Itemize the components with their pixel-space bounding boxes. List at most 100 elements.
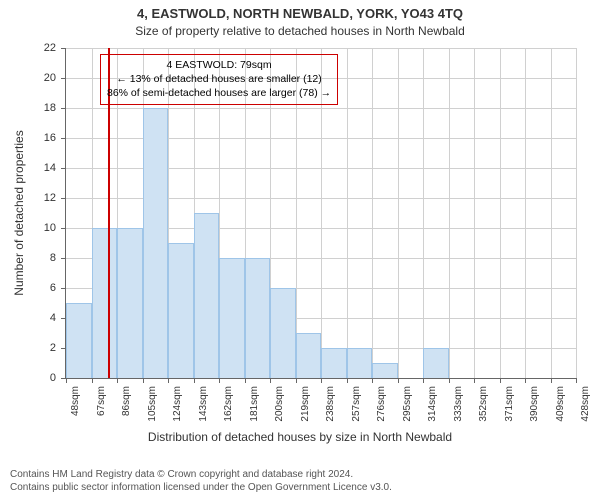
y-tick-label: 10 [26, 222, 56, 234]
annotation-box: 4 EASTWOLD: 79sqm← 13% of detached house… [100, 54, 338, 105]
x-tick-mark [398, 378, 399, 383]
x-tick-mark [92, 378, 93, 383]
grid-vertical [423, 48, 424, 378]
x-tick-label: 181sqm [249, 386, 260, 422]
x-tick-mark [219, 378, 220, 383]
x-tick-mark [500, 378, 501, 383]
y-tick-mark [61, 78, 66, 79]
x-tick-mark [576, 378, 577, 383]
x-tick-label: 295sqm [402, 386, 413, 422]
histogram-bar [372, 363, 398, 378]
x-tick-mark [449, 378, 450, 383]
footer-line2: Contains public sector information licen… [10, 481, 392, 494]
x-tick-label: 105sqm [147, 386, 158, 422]
y-tick-label: 12 [26, 192, 56, 204]
annotation-line3: 86% of semi-detached houses are larger (… [107, 86, 331, 100]
x-tick-mark [296, 378, 297, 383]
histogram-bar [143, 108, 169, 378]
histogram-bar [168, 243, 194, 378]
grid-vertical [398, 48, 399, 378]
x-tick-label: 238sqm [325, 386, 336, 422]
grid-vertical [525, 48, 526, 378]
y-tick-label: 6 [26, 282, 56, 294]
y-tick-label: 4 [26, 312, 56, 324]
y-tick-label: 16 [26, 132, 56, 144]
y-tick-mark [61, 108, 66, 109]
x-tick-label: 333sqm [453, 386, 464, 422]
chart-subtitle: Size of property relative to detached ho… [0, 24, 600, 38]
x-tick-label: 257sqm [351, 386, 362, 422]
x-tick-label: 219sqm [300, 386, 311, 422]
y-tick-mark [61, 198, 66, 199]
histogram-bar [296, 333, 322, 378]
x-tick-label: 67sqm [96, 386, 107, 416]
x-tick-label: 352sqm [478, 386, 489, 422]
grid-vertical [500, 48, 501, 378]
y-tick-label: 8 [26, 252, 56, 264]
grid-vertical [551, 48, 552, 378]
histogram-bar [423, 348, 449, 378]
x-tick-mark [194, 378, 195, 383]
x-tick-label: 276sqm [376, 386, 387, 422]
y-tick-label: 18 [26, 102, 56, 114]
x-tick-label: 371sqm [504, 386, 515, 422]
x-tick-label: 409sqm [555, 386, 566, 422]
plot-area: 024681012141618202248sqm67sqm86sqm105sqm… [65, 48, 576, 379]
chart-title-address: 4, EASTWOLD, NORTH NEWBALD, YORK, YO43 4… [0, 6, 600, 21]
x-tick-mark [551, 378, 552, 383]
histogram-bar [194, 213, 220, 378]
y-tick-label: 14 [26, 162, 56, 174]
x-tick-mark [372, 378, 373, 383]
x-tick-mark [66, 378, 67, 383]
x-tick-mark [117, 378, 118, 383]
y-tick-mark [61, 258, 66, 259]
chart-container: 4, EASTWOLD, NORTH NEWBALD, YORK, YO43 4… [0, 0, 600, 500]
grid-vertical [449, 48, 450, 378]
y-tick-mark [61, 48, 66, 49]
grid-vertical [576, 48, 577, 378]
grid-vertical [347, 48, 348, 378]
histogram-bar [347, 348, 373, 378]
annotation-line2: ← 13% of detached houses are smaller (12… [107, 72, 331, 86]
x-tick-label: 124sqm [172, 386, 183, 422]
y-tick-mark [61, 228, 66, 229]
histogram-bar [321, 348, 347, 378]
y-tick-mark [61, 288, 66, 289]
x-tick-label: 390sqm [529, 386, 540, 422]
x-tick-mark [245, 378, 246, 383]
footer-line1: Contains HM Land Registry data © Crown c… [10, 468, 392, 481]
x-tick-mark [423, 378, 424, 383]
histogram-bar [219, 258, 245, 378]
x-tick-label: 143sqm [198, 386, 209, 422]
grid-vertical [474, 48, 475, 378]
x-tick-mark [321, 378, 322, 383]
x-tick-mark [474, 378, 475, 383]
y-tick-mark [61, 168, 66, 169]
attribution-footer: Contains HM Land Registry data © Crown c… [10, 468, 392, 494]
x-tick-label: 428sqm [580, 386, 591, 422]
histogram-bar [117, 228, 143, 378]
y-tick-mark [61, 138, 66, 139]
histogram-bar [270, 288, 296, 378]
y-tick-label: 0 [26, 372, 56, 384]
histogram-bar [245, 258, 271, 378]
y-tick-label: 2 [26, 342, 56, 354]
y-axis-label: Number of detached properties [12, 130, 26, 295]
histogram-bar [66, 303, 92, 378]
grid-vertical [372, 48, 373, 378]
x-tick-mark [525, 378, 526, 383]
y-tick-label: 20 [26, 72, 56, 84]
x-axis-label: Distribution of detached houses by size … [0, 430, 600, 444]
y-tick-label: 22 [26, 42, 56, 54]
histogram-bar [92, 228, 118, 378]
x-tick-mark [347, 378, 348, 383]
x-tick-mark [143, 378, 144, 383]
annotation-line1: 4 EASTWOLD: 79sqm [107, 58, 331, 72]
x-tick-label: 86sqm [121, 386, 132, 416]
x-tick-label: 314sqm [427, 386, 438, 422]
x-tick-label: 200sqm [274, 386, 285, 422]
x-tick-mark [270, 378, 271, 383]
x-tick-label: 162sqm [223, 386, 234, 422]
x-tick-mark [168, 378, 169, 383]
x-tick-label: 48sqm [70, 386, 81, 416]
